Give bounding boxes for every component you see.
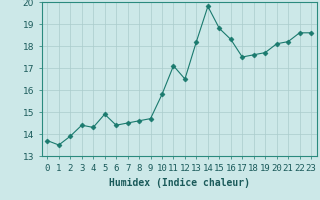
X-axis label: Humidex (Indice chaleur): Humidex (Indice chaleur) <box>109 178 250 188</box>
